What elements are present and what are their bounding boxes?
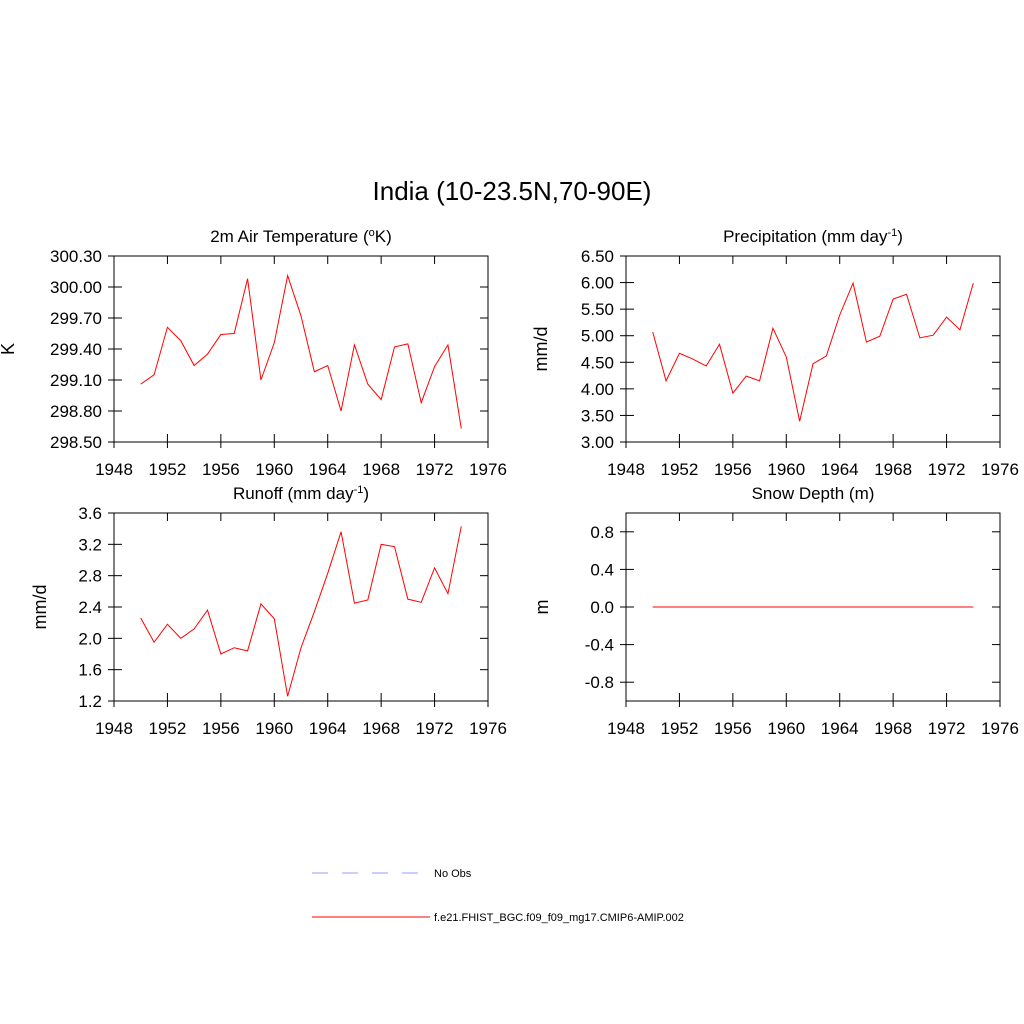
y-tick-label: 6.50	[581, 247, 614, 266]
y-tick-label: 2.0	[78, 629, 102, 648]
legend-label: No Obs	[434, 868, 472, 880]
x-tick-label: 1960	[767, 460, 805, 479]
x-tick-label: 1964	[309, 460, 347, 479]
x-tick-label: 1972	[416, 460, 454, 479]
x-tick-label: 1960	[767, 719, 805, 738]
y-axis-label: K	[0, 343, 18, 355]
y-tick-label: 300.00	[50, 278, 102, 297]
x-tick-label: 1972	[416, 719, 454, 738]
plot-frame	[625, 255, 1001, 443]
x-tick-label: 1956	[714, 719, 752, 738]
y-tick-label: 3.00	[581, 433, 614, 452]
panel-title-part: Snow Depth (m)	[752, 484, 875, 503]
y-tick-label: 298.50	[50, 433, 102, 452]
y-tick-label: 4.50	[581, 353, 614, 372]
x-tick-label: 1952	[661, 460, 699, 479]
x-tick-label: 1964	[821, 460, 859, 479]
data-line	[140, 273, 462, 429]
y-axis-label: mm/d	[30, 585, 50, 630]
y-tick-label: 2.8	[78, 567, 102, 586]
x-tick-label: 1964	[821, 719, 859, 738]
y-tick-label: 2.4	[78, 598, 102, 617]
x-tick-label: 1964	[309, 719, 347, 738]
panel-title-part: -1	[354, 484, 364, 496]
x-tick-label: 1948	[607, 460, 645, 479]
x-tick-label: 1976	[981, 719, 1019, 738]
x-tick-label: 1968	[874, 719, 912, 738]
x-tick-label: 1956	[202, 460, 240, 479]
x-tick-label: 1960	[255, 719, 293, 738]
plot-frame	[113, 255, 489, 443]
y-tick-label: 6.00	[581, 274, 614, 293]
x-tick-label: 1968	[362, 460, 400, 479]
y-axis-label: m	[532, 600, 552, 615]
y-tick-label: 300.30	[50, 247, 102, 266]
y-tick-label: -0.4	[585, 636, 614, 655]
x-tick-label: 1968	[362, 719, 400, 738]
y-tick-label: 299.70	[50, 309, 102, 328]
x-tick-label: 1972	[928, 719, 966, 738]
panel-title-part: Precipitation (mm day	[723, 227, 888, 246]
x-tick-label: 1960	[255, 460, 293, 479]
y-tick-label: 3.6	[78, 504, 102, 523]
panel-title: Precipitation (mm day-1)	[723, 227, 903, 246]
figure-title: India (10-23.5N,70-90E)	[373, 176, 652, 206]
y-axis-label: mm/d	[531, 327, 551, 372]
x-tick-label: 1968	[874, 460, 912, 479]
y-tick-label: 1.2	[78, 692, 102, 711]
y-tick-label: 4.00	[581, 380, 614, 399]
x-tick-label: 1952	[149, 719, 187, 738]
y-tick-label: 298.80	[50, 402, 102, 421]
plot-frame	[113, 512, 489, 702]
panel-title-part: )	[897, 227, 903, 246]
panel-title-part: -1	[887, 227, 897, 239]
x-tick-label: 1976	[469, 460, 507, 479]
y-tick-label: 5.50	[581, 300, 614, 319]
data-line	[140, 526, 462, 697]
y-tick-label: 0.4	[590, 560, 614, 579]
x-tick-label: 1948	[95, 460, 133, 479]
panel-title: Snow Depth (m)	[752, 484, 875, 503]
x-tick-label: 1956	[714, 460, 752, 479]
legend-label: f.e21.FHIST_BGC.f09_f09_mg17.CMIP6-AMIP.…	[434, 912, 684, 924]
panel-title-part: 2m Air Temperature (	[210, 227, 369, 246]
panel-title-part: K)	[375, 227, 392, 246]
panel-title-part: o	[369, 227, 375, 239]
y-tick-label: -0.8	[585, 673, 614, 692]
y-tick-label: 1.6	[78, 661, 102, 680]
panel-title-part: )	[363, 484, 369, 503]
y-tick-label: 0.8	[590, 523, 614, 542]
y-tick-label: 3.2	[78, 535, 102, 554]
x-tick-label: 1976	[981, 460, 1019, 479]
panel-title-part: Runoff (mm day	[233, 484, 354, 503]
x-tick-label: 1948	[95, 719, 133, 738]
y-tick-label: 0.0	[590, 598, 614, 617]
x-tick-label: 1952	[661, 719, 699, 738]
x-tick-label: 1948	[607, 719, 645, 738]
y-tick-label: 3.50	[581, 406, 614, 425]
x-tick-label: 1952	[149, 460, 187, 479]
data-line	[652, 281, 974, 422]
x-tick-label: 1972	[928, 460, 966, 479]
y-tick-label: 299.40	[50, 340, 102, 359]
panel-title: 2m Air Temperature (oK)	[210, 227, 392, 246]
y-tick-label: 5.00	[581, 327, 614, 346]
x-tick-label: 1956	[202, 719, 240, 738]
panel-title: Runoff (mm day-1)	[233, 484, 369, 503]
x-tick-label: 1976	[469, 719, 507, 738]
y-tick-label: 299.10	[50, 371, 102, 390]
